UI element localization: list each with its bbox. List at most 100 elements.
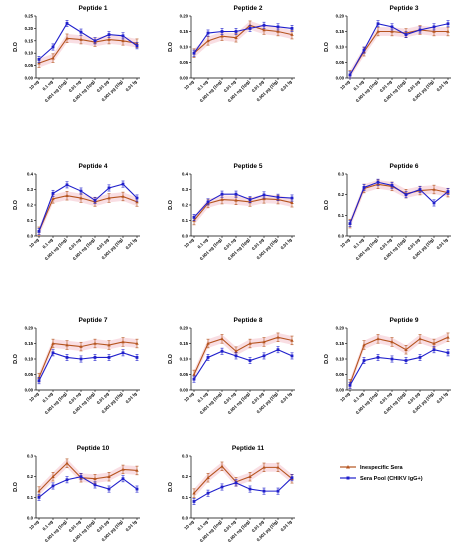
y-tick-label: 0.25 bbox=[25, 14, 34, 19]
y-tick-label: 0.2 bbox=[182, 203, 189, 208]
data-point bbox=[65, 183, 69, 187]
series-pool bbox=[37, 473, 139, 501]
series-line bbox=[193, 24, 293, 54]
data-point bbox=[121, 477, 125, 481]
x-tick-label: 10 ug bbox=[183, 391, 195, 403]
data-point bbox=[290, 32, 294, 36]
error-band-inespecific bbox=[350, 332, 448, 389]
data-point bbox=[192, 372, 196, 376]
data-point bbox=[276, 335, 280, 339]
data-point bbox=[248, 487, 252, 491]
data-point bbox=[404, 347, 408, 351]
data-point bbox=[348, 73, 352, 77]
y-tick-label: 0.4 bbox=[27, 172, 34, 177]
x-tick-label: 10 ug bbox=[28, 79, 40, 91]
x-tick-label: 0.01 fg bbox=[280, 79, 293, 92]
series-pool bbox=[348, 346, 450, 389]
data-point bbox=[79, 475, 83, 479]
data-point bbox=[248, 474, 252, 478]
data-point bbox=[446, 335, 450, 339]
data-point bbox=[362, 343, 366, 347]
data-point bbox=[234, 349, 238, 353]
data-point bbox=[376, 22, 380, 26]
y-tick-label: 0.20 bbox=[336, 326, 345, 331]
x-tick-label: 0.1 ug bbox=[41, 391, 54, 404]
y-tick-label: 0.2 bbox=[27, 474, 34, 479]
data-point bbox=[107, 37, 111, 41]
y-axis-label: D.O bbox=[324, 353, 330, 364]
series-line bbox=[193, 477, 293, 502]
data-point bbox=[107, 33, 111, 36]
series-pool bbox=[37, 349, 139, 385]
y-tick-label: 0.05 bbox=[336, 372, 345, 377]
data-point bbox=[206, 31, 210, 35]
data-point bbox=[404, 359, 408, 362]
y-tick-label: 0.05 bbox=[25, 372, 34, 377]
data-point bbox=[418, 337, 422, 341]
data-point bbox=[51, 56, 55, 60]
legend-label: Inespecific Sera bbox=[360, 465, 403, 471]
x-tick-label: 10 ug bbox=[28, 519, 40, 531]
data-point bbox=[135, 196, 139, 200]
data-point bbox=[418, 188, 422, 191]
data-point bbox=[234, 192, 238, 196]
data-point bbox=[192, 51, 196, 55]
data-point bbox=[248, 27, 252, 30]
data-point bbox=[135, 356, 139, 359]
x-tick-label: 10 ug bbox=[339, 79, 351, 91]
series-inespecific bbox=[192, 194, 294, 226]
data-point bbox=[234, 30, 238, 33]
series-pool bbox=[37, 20, 139, 63]
y-tick-label: 0.2 bbox=[27, 203, 34, 208]
series-pool bbox=[192, 21, 294, 57]
panel-8: Peptide 8 D.O 0.00 0.05 0.10 0.15 0.20 10 ug 0.1… bbox=[168, 317, 295, 415]
data-point bbox=[93, 39, 97, 43]
panel-7: Peptide 7 D.O 0.00 0.05 0.10 0.15 0.20 10 ug 0.1… bbox=[13, 317, 140, 415]
y-tick-label: 0.10 bbox=[336, 357, 345, 362]
data-point bbox=[107, 356, 111, 359]
series-pool bbox=[348, 178, 450, 227]
data-point bbox=[37, 495, 41, 499]
data-point bbox=[404, 193, 408, 197]
panel-9: Peptide 9 D.O 0.00 0.05 0.10 0.15 0.20 10 ug 0.1… bbox=[324, 317, 451, 415]
error-band-inespecific bbox=[39, 337, 137, 382]
y-tick-label: 0.15 bbox=[25, 38, 34, 43]
panel-title: Peptide 4 bbox=[79, 163, 108, 170]
data-point bbox=[192, 491, 196, 495]
x-tick-label: 0.01 fg bbox=[125, 237, 138, 250]
y-axis-label: D.O bbox=[168, 199, 174, 210]
y-tick-label: 0.20 bbox=[25, 26, 34, 31]
y-axis-label: D.O bbox=[13, 199, 19, 210]
x-tick-label: 0.01 fg bbox=[436, 391, 449, 404]
data-point bbox=[65, 461, 69, 465]
data-point bbox=[192, 500, 196, 503]
series-line bbox=[349, 336, 449, 384]
data-point bbox=[248, 359, 252, 362]
legend-marker bbox=[346, 465, 350, 469]
y-tick-label: 0.05 bbox=[180, 60, 189, 65]
y-tick-label: 0.3 bbox=[338, 172, 345, 177]
data-point bbox=[65, 22, 69, 25]
panels-group: Peptide 1 D.O 0.00 0.05 0.10 0.15 0.20 0.25 10 u… bbox=[13, 5, 451, 543]
series-line bbox=[349, 23, 449, 76]
panel-title: Peptide 2 bbox=[234, 5, 263, 12]
y-tick-label: 0.1 bbox=[182, 495, 189, 500]
panel-title: Peptide 10 bbox=[77, 445, 110, 452]
legend-entry-inespecific: Inespecific Sera bbox=[340, 465, 403, 471]
x-tick-label: 10 ug bbox=[183, 519, 195, 531]
data-point bbox=[362, 186, 366, 189]
data-point bbox=[446, 351, 450, 355]
data-point bbox=[390, 29, 394, 33]
series-line bbox=[38, 476, 138, 498]
data-point bbox=[79, 30, 83, 34]
legend-marker bbox=[346, 476, 350, 480]
data-point bbox=[276, 25, 280, 29]
data-point bbox=[121, 351, 125, 355]
data-point bbox=[220, 464, 224, 468]
data-point bbox=[220, 34, 224, 38]
series-line bbox=[38, 195, 138, 232]
panel-title: Peptide 3 bbox=[390, 5, 419, 12]
data-point bbox=[79, 357, 83, 361]
y-axis-label: D.O bbox=[324, 199, 330, 210]
data-point bbox=[446, 22, 450, 26]
